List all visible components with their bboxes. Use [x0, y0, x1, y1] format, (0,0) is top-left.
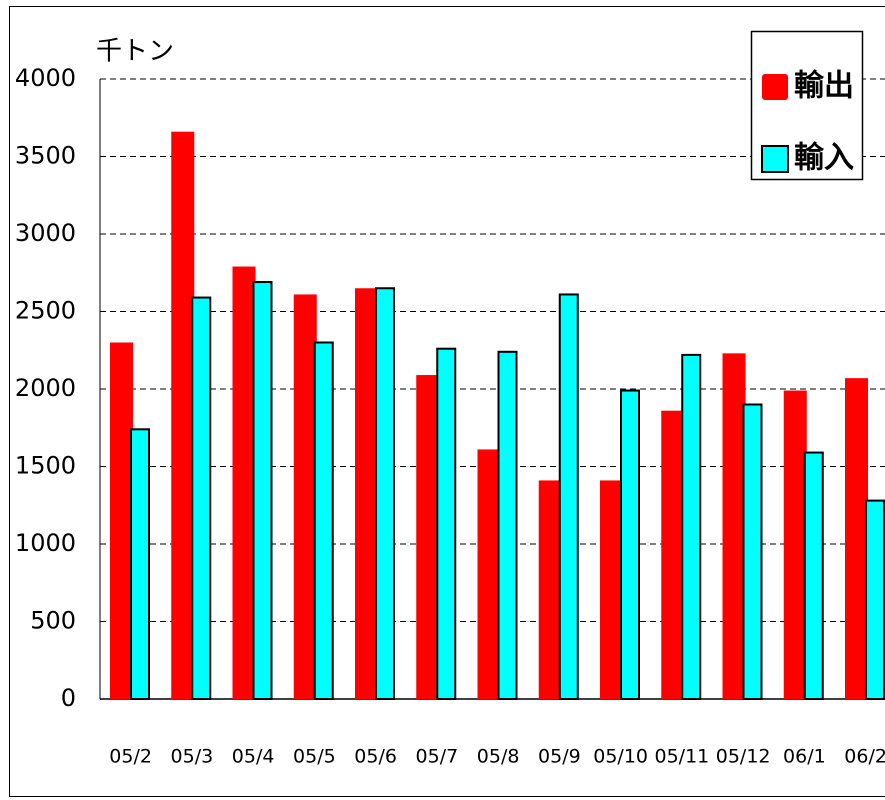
x-tick-label: 05/5 [293, 746, 336, 768]
bar [722, 353, 746, 699]
x-tick-label: 05/3 [171, 746, 214, 768]
x-tick-label: 06/1 [783, 746, 826, 768]
bar [232, 266, 256, 699]
bar [497, 350, 518, 700]
y-tick-label: 2500 [15, 297, 76, 325]
y-tick-label: 500 [30, 607, 76, 635]
bar [803, 451, 824, 700]
y-tick-label: 3500 [15, 142, 76, 170]
bar [293, 294, 317, 699]
bar [436, 347, 457, 700]
bar [416, 375, 440, 699]
bar [313, 341, 334, 700]
bar [620, 389, 640, 700]
bar [865, 499, 885, 700]
bar [783, 390, 807, 699]
bar [661, 410, 685, 699]
bar [252, 281, 273, 700]
chart-frame [9, 6, 885, 797]
y-tick-label: 4000 [15, 64, 76, 92]
x-tick-label: 05/7 [416, 746, 459, 768]
x-tick-label: 05/11 [654, 746, 709, 768]
x-tick-label: 05/12 [716, 746, 771, 768]
bar [477, 449, 501, 699]
x-tick-label: 05/9 [538, 746, 581, 768]
bar [130, 428, 150, 700]
bar [681, 353, 702, 700]
x-tick-label: 06/2 [844, 746, 885, 768]
x-tick-label: 05/8 [477, 746, 520, 768]
y-tick-label: 3000 [15, 219, 76, 247]
legend-label: 輸出 [794, 69, 854, 104]
bar [600, 480, 623, 699]
x-tick-label: 05/6 [354, 746, 397, 768]
legend-label: 輸入 [794, 141, 854, 176]
bar [171, 131, 195, 699]
bar [558, 293, 579, 700]
bar [110, 342, 133, 699]
bar [742, 403, 763, 700]
bar [355, 288, 378, 699]
bar [538, 480, 562, 699]
bar [191, 296, 212, 700]
y-tick-label: 2000 [15, 374, 76, 402]
x-tick-label: 05/10 [593, 746, 648, 768]
y-tick-label: 0 [61, 684, 76, 712]
x-tick-label: 05/4 [232, 746, 275, 768]
legend-swatch [761, 145, 789, 173]
y-tick-label: 1500 [15, 452, 76, 480]
x-tick-label: 05/2 [109, 746, 152, 768]
bar [375, 287, 395, 700]
legend-swatch [762, 74, 788, 100]
unit-label: 千トン [96, 37, 174, 67]
bar [845, 378, 868, 699]
y-tick-label: 1000 [15, 529, 76, 557]
